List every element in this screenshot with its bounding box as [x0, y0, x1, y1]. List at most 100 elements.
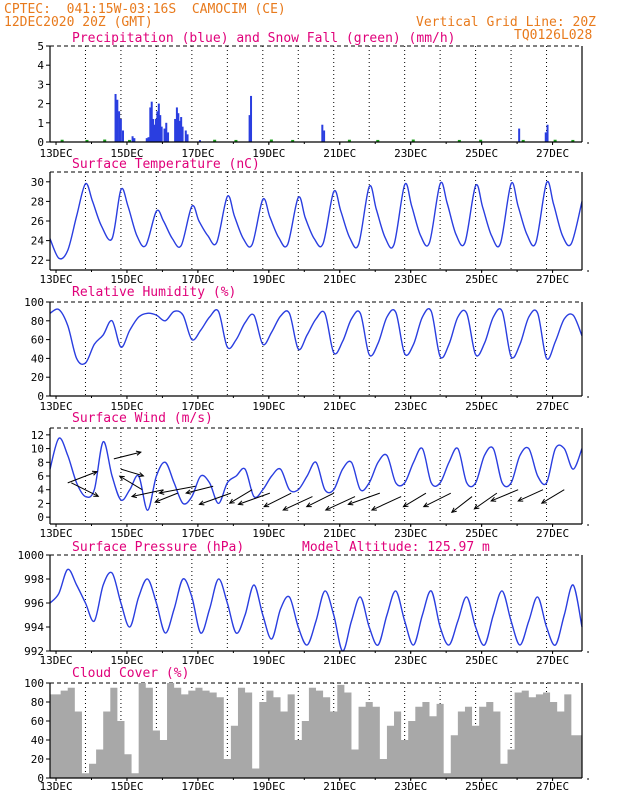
y-tick-label: 12 [31, 429, 44, 442]
y-tick-label: 60 [31, 334, 44, 347]
precip-bar [165, 122, 168, 142]
x-tick-label: 23DEC [394, 273, 427, 286]
wind-arrowhead [91, 470, 99, 476]
wind-arrowhead [347, 500, 354, 506]
panel-title: Relative Humidity (%) [72, 285, 236, 300]
x-tick-label: 13DEC [39, 400, 72, 413]
y-tick-label: 998 [24, 573, 44, 586]
wind-vector [159, 485, 196, 494]
y-tick-label: 994 [24, 621, 44, 634]
wind-vector [113, 451, 141, 460]
wind-vector [423, 492, 451, 508]
y-tick-label: 40 [31, 734, 44, 747]
x-tick-label: 21DEC [323, 147, 356, 160]
x-tick-label: 19DEC [252, 654, 285, 667]
precip-bar [160, 126, 163, 142]
wind-vector [120, 468, 144, 477]
y-tick-label: 40 [31, 352, 44, 365]
wind-arrowhead [228, 498, 235, 504]
x-tick-label: 15DEC [110, 780, 143, 793]
snow-bar [457, 139, 461, 142]
x-tick-label: 19DEC [252, 400, 285, 413]
y-tick-label: 4 [37, 59, 44, 72]
x-tick-label: 23DEC [394, 147, 427, 160]
snow-bar [128, 139, 132, 142]
precip-bar [149, 107, 152, 142]
precip-bar [152, 118, 155, 142]
wind-arrowhead [402, 502, 409, 508]
panel-title: Surface Wind (m/s) [72, 411, 213, 426]
wind-line [49, 437, 583, 511]
precip-bar [544, 132, 547, 142]
snow-bar [234, 139, 238, 142]
x-tick-label: 25DEC [465, 147, 498, 160]
y-tick-label: 80 [31, 315, 44, 328]
wind-arrowhead [324, 505, 331, 511]
y-tick-label: 28 [31, 195, 44, 208]
x-tick-label: 15DEC [110, 400, 143, 413]
panel-rh: Relative Humidity (%) 0 20 40 60 80 100 13DEC 15… [24, 285, 589, 413]
precip-bar [157, 103, 160, 142]
panel-title: Cloud Cover (%) [72, 666, 189, 681]
x-tick-label: 23DEC [394, 780, 427, 793]
temp-line [49, 180, 583, 260]
y-tick-label: 2 [37, 497, 44, 510]
precip-bar [323, 130, 326, 142]
panel-temp: Surface Temperature (nC) 22 24 26 28 30 13DEC 1… [31, 157, 589, 286]
x-tick-label: 23DEC [394, 654, 427, 667]
precip-bar [174, 118, 177, 142]
wind-vector [186, 485, 214, 494]
precip-bar [147, 137, 150, 142]
y-tick-label: 20 [31, 371, 44, 384]
snow-bar [60, 139, 64, 142]
snow-bar [376, 139, 380, 142]
wind-vector [325, 496, 356, 511]
wind-arrowhead [135, 450, 142, 456]
precip-bar [180, 117, 183, 142]
header-datetime: 12DEC2020 20Z (GMT) [4, 15, 153, 30]
x-tick-label: 19DEC [252, 527, 285, 540]
precip-bar [121, 130, 124, 142]
panel-title: Surface Pressure (hPa) [72, 540, 244, 555]
wind-arrowhead [138, 472, 145, 478]
x-tick-label: 27DEC [536, 400, 569, 413]
panel-title: Surface Temperature (nC) [72, 157, 260, 172]
snow-bar [213, 139, 217, 142]
x-tick-label: 17DEC [181, 147, 214, 160]
wind-arrowhead [517, 496, 524, 502]
panel-pressure: Surface Pressure (hPa) Model Altitude: 12… [18, 540, 589, 667]
x-tick-label: 21DEC [323, 654, 356, 667]
y-tick-label: 20 [31, 753, 44, 766]
precip-bar [154, 118, 157, 142]
snow-bar [85, 139, 89, 142]
precip-bar [250, 95, 253, 142]
wind-vector [199, 492, 232, 505]
wind-vector [71, 482, 99, 497]
wind-arrowhead [93, 492, 100, 497]
wind-arrowhead [305, 502, 312, 508]
panel-cloud: Cloud Cover (%) 0 20 40 60 80 100 13DEC 15DEC 17D… [24, 666, 589, 793]
precip-bar [167, 132, 170, 142]
precip-bar [175, 107, 178, 142]
precip-bar [186, 134, 189, 142]
x-tick-label: 21DEC [323, 780, 356, 793]
precip-bar [184, 130, 187, 142]
x-tick-label: 27DEC [536, 147, 569, 160]
wind-arrowhead [118, 475, 125, 481]
snow-bar [571, 139, 575, 142]
precip-bar [145, 138, 148, 142]
snow-bar [291, 139, 295, 142]
precip-bar [118, 111, 121, 142]
wind-vector [474, 492, 498, 510]
x-tick-label: 17DEC [181, 400, 214, 413]
wind-arrowhead [237, 500, 244, 506]
wind-arrowhead [158, 489, 165, 495]
wind-arrowhead [130, 492, 137, 499]
precip-bar [133, 138, 136, 142]
panel-precip: Precipitation (blue) and Snow Fall (gree… [37, 31, 589, 160]
wind-vector [403, 492, 427, 508]
precip-bar [114, 94, 117, 142]
y-tick-label: 30 [31, 176, 44, 189]
